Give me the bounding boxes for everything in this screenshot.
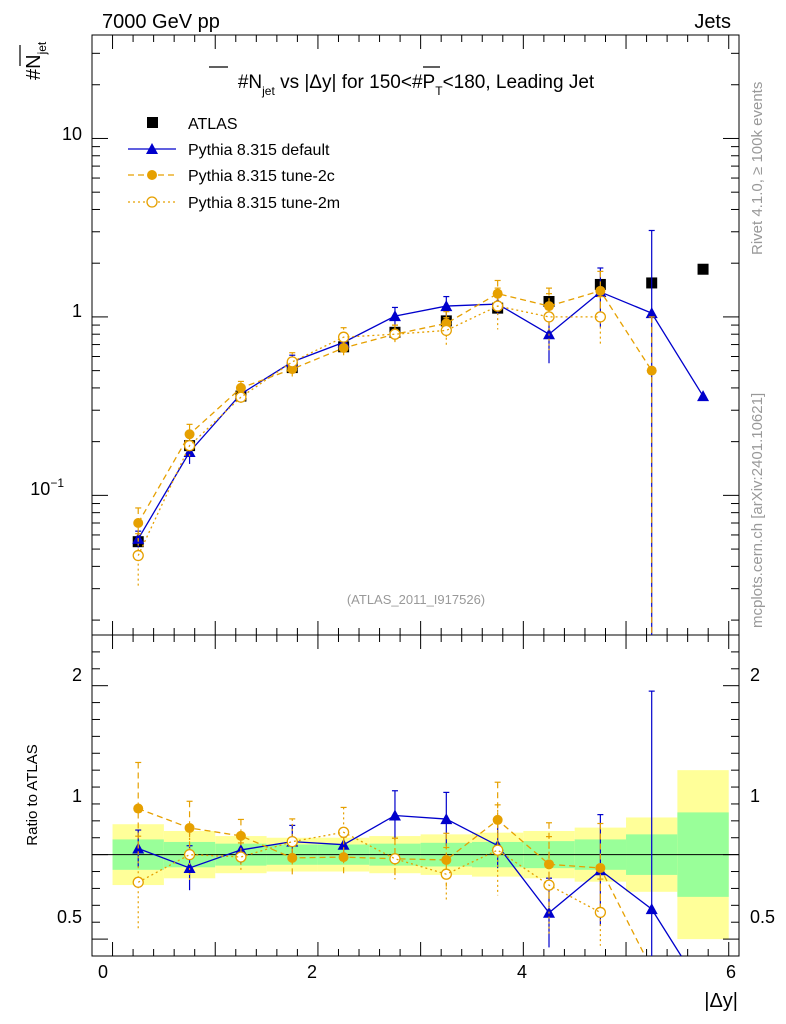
x-axis-label: |Δy| — [704, 990, 738, 1012]
x-tick-label-2: 2 — [307, 962, 317, 982]
ratio-series-1-point-8 — [544, 859, 555, 870]
y-tick-label-0.1-base: 10 — [30, 479, 50, 499]
ratio-series-2-point-1 — [183, 848, 196, 861]
y-tick-label-0.1-exp: −1 — [50, 476, 64, 490]
legend: ATLAS Pythia 8.315 default Pythia 8.315 … — [128, 116, 340, 212]
y-tick-label-1: 1 — [72, 301, 82, 321]
series-1-point-10 — [646, 365, 657, 376]
legend-entry-tune2m: Pythia 8.315 tune-2m — [128, 195, 340, 212]
rivet-label: Rivet 4.1.0, ≥ 100k events — [749, 82, 766, 255]
axis-ticks — [92, 35, 739, 957]
series-2-point-9 — [594, 311, 607, 323]
svg-text:#Njet: #Njet — [23, 41, 49, 80]
ratio-series-0-line — [137, 814, 682, 957]
legend-entry-tune2c: Pythia 8.315 tune-2c — [128, 168, 335, 185]
series-1-point-8 — [544, 301, 555, 312]
legend-entry-default: Pythia 8.315 default — [128, 142, 330, 159]
series-2-line — [137, 305, 601, 556]
ratio-tick-label-2-right: 2 — [750, 665, 760, 685]
ratio-tick-label-0.5: 0.5 — [57, 907, 82, 927]
series-2-point-3 — [286, 356, 298, 368]
mcplots-label: mcplots.cern.ch [arXiv:2401.10621] — [749, 393, 766, 628]
legend-label-tune2c: Pythia 8.315 tune-2c — [188, 168, 335, 185]
title-part-4: <180, Leading Jet — [443, 72, 595, 93]
legend-label-default: Pythia 8.315 default — [188, 142, 330, 159]
header-energy: 7000 GeV pp — [102, 11, 220, 33]
ratio-tick-label-2: 2 — [72, 665, 82, 685]
legend-label-tune2m: Pythia 8.315 tune-2m — [188, 195, 340, 212]
legend-label-atlas: ATLAS — [188, 116, 238, 133]
ratio-series-2-point-2 — [235, 851, 247, 863]
ratio-series-2-point-7 — [492, 844, 504, 856]
header-category: Jets — [694, 11, 731, 33]
analysis-tag: (ATLAS_2011_I917526) — [347, 592, 485, 607]
ratio-tick-label-1: 1 — [72, 786, 82, 806]
ratio-series-1-point-2 — [235, 830, 246, 841]
plot-title: #Njet vs |Δy| for 150<#PT<180, Leading J… — [238, 72, 595, 98]
title-part-1-sub: jet — [261, 84, 275, 98]
ratio-tick-label-1-right: 1 — [750, 786, 760, 806]
y-axis-label-main: #N — [23, 54, 45, 80]
series-2-point-6 — [440, 324, 452, 337]
title-part-1: #N — [238, 72, 262, 93]
y-axis-label-sub: jet — [35, 41, 49, 55]
y-axis-label: #Njet — [19, 41, 49, 80]
x-tick-label-6: 6 — [726, 962, 736, 982]
legend-entry-atlas: ATLAS — [147, 116, 238, 133]
y-tick-label-10: 10 — [62, 124, 82, 144]
y-tick-label-0.1: 10−1 — [30, 476, 64, 499]
ratio-tick-label-0.5-right: 0.5 — [750, 907, 775, 927]
ratio-y-axis-label: Ratio to ATLAS — [24, 744, 41, 845]
ratio-series-2-point-5 — [389, 853, 401, 865]
atlas-point-11 — [697, 263, 709, 275]
ratio-series-2-point-9 — [594, 906, 607, 919]
ratio-series-layer — [132, 690, 682, 957]
series-2-point-8 — [543, 311, 555, 323]
ratio-plot-frame — [91, 634, 740, 957]
title-part-2: vs |Δy| for 150<# — [275, 72, 423, 93]
series-2-point-5 — [389, 328, 401, 340]
series-layer — [132, 229, 710, 635]
x-tick-label-0: 0 — [98, 962, 108, 982]
ratio-series-2-point-3 — [286, 835, 298, 848]
title-part-3-sub: T — [435, 84, 443, 98]
series-0-line — [137, 291, 704, 540]
x-tick-label-4: 4 — [517, 962, 527, 982]
title-part-3: P — [423, 72, 436, 93]
ratio-series-1-line — [137, 807, 646, 957]
